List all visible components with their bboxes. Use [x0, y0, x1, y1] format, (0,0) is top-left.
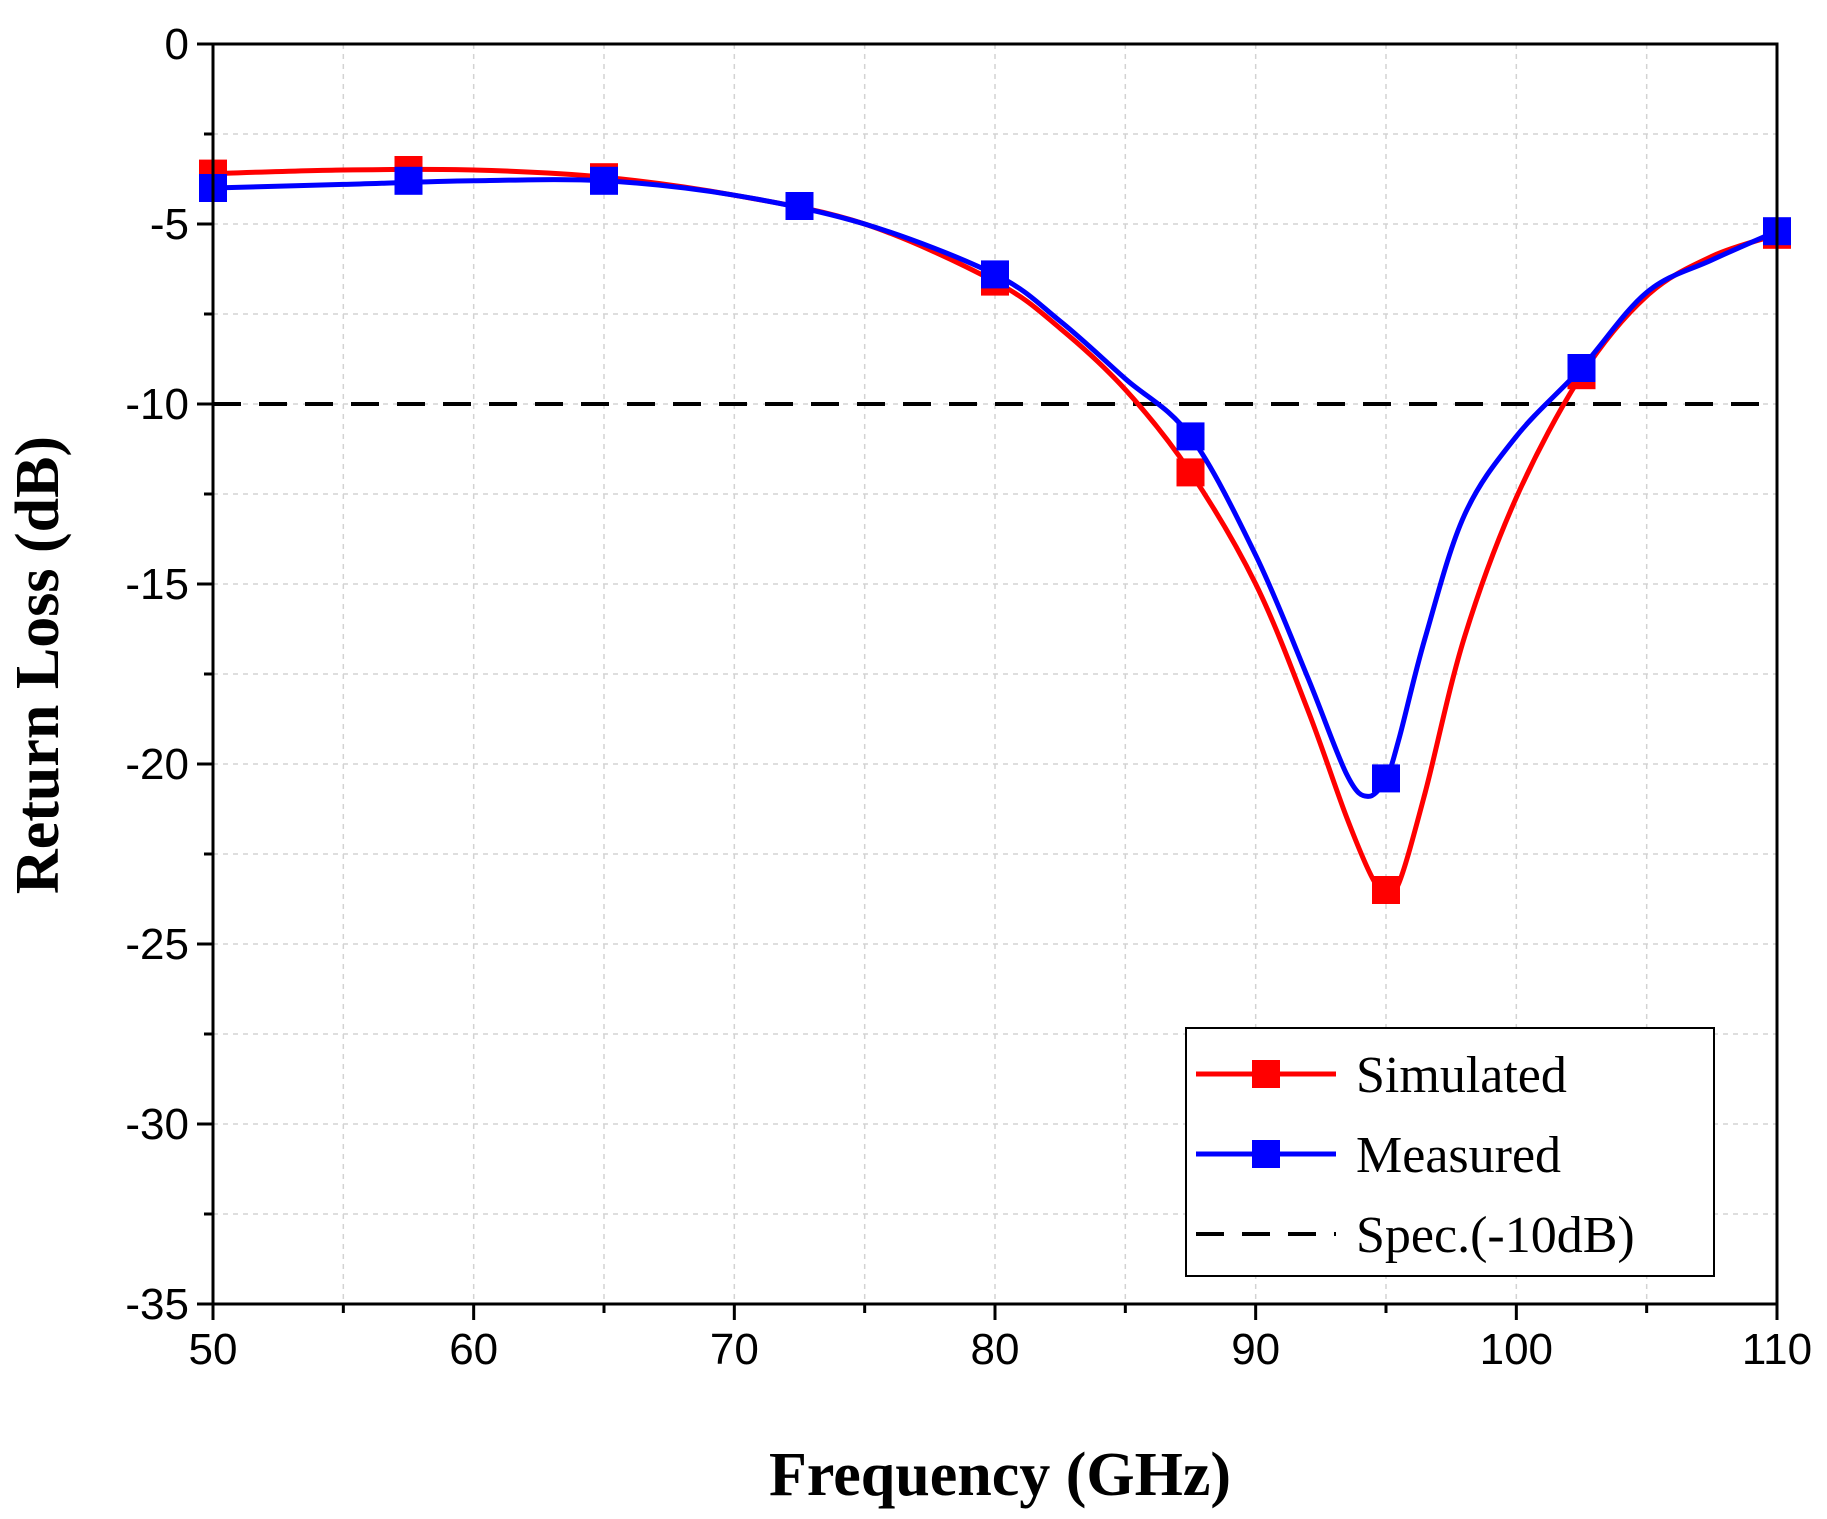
marker-measured: [590, 166, 618, 195]
y-tick-label: -5: [150, 200, 189, 249]
legend-spec-label: Spec.(-10dB): [1356, 1207, 1635, 1264]
y-tick-label: -10: [125, 380, 189, 429]
marker-simulated: [1176, 458, 1205, 487]
series-measured: [199, 166, 1791, 799]
y-tick-label: -15: [125, 560, 189, 609]
legend-measured-label: Measured: [1356, 1127, 1561, 1184]
y-tick-label: -35: [125, 1280, 189, 1329]
marker-measured: [981, 260, 1009, 289]
y-tick-label: -20: [125, 740, 189, 789]
marker-measured: [1567, 354, 1596, 382]
x-tick-label: 80: [971, 1325, 1020, 1374]
x-tick-label: 60: [449, 1325, 498, 1374]
legend-measured-marker: [1252, 1140, 1280, 1168]
x-axis-title: Frequency (GHz): [769, 1441, 1231, 1509]
axis-ticks: [197, 42, 1779, 1320]
x-tick-label: 50: [189, 1325, 238, 1374]
x-tick-label: 90: [1231, 1325, 1280, 1374]
marker-measured: [1176, 422, 1205, 451]
legend-simulated-label: Simulated: [1356, 1047, 1567, 1104]
x-tick-label: 70: [710, 1325, 759, 1374]
y-axis-title: Return Loss (dB): [4, 436, 72, 894]
marker-measured: [785, 192, 814, 220]
y-tick-label: -30: [125, 1100, 189, 1149]
series-line-measured: [210, 177, 1780, 799]
legend-simulated-marker: [1252, 1060, 1280, 1088]
y-tick-labels: 0 -5 -10 -15 -20 -25 -30 -35: [125, 20, 189, 1329]
marker-simulated: [1372, 876, 1400, 904]
marker-measured: [1372, 764, 1400, 793]
y-tick-label: 0: [165, 20, 189, 69]
x-tick-label: 100: [1480, 1325, 1553, 1374]
y-tick-label: -25: [125, 920, 189, 969]
marker-measured: [394, 166, 423, 195]
series-group: [199, 156, 1791, 904]
legend: Simulated Measured Spec.(-10dB): [1185, 1027, 1715, 1277]
x-tick-label: 110: [1742, 1325, 1812, 1374]
x-tick-labels: 50 60 70 80 90 100 110: [189, 1325, 1813, 1374]
